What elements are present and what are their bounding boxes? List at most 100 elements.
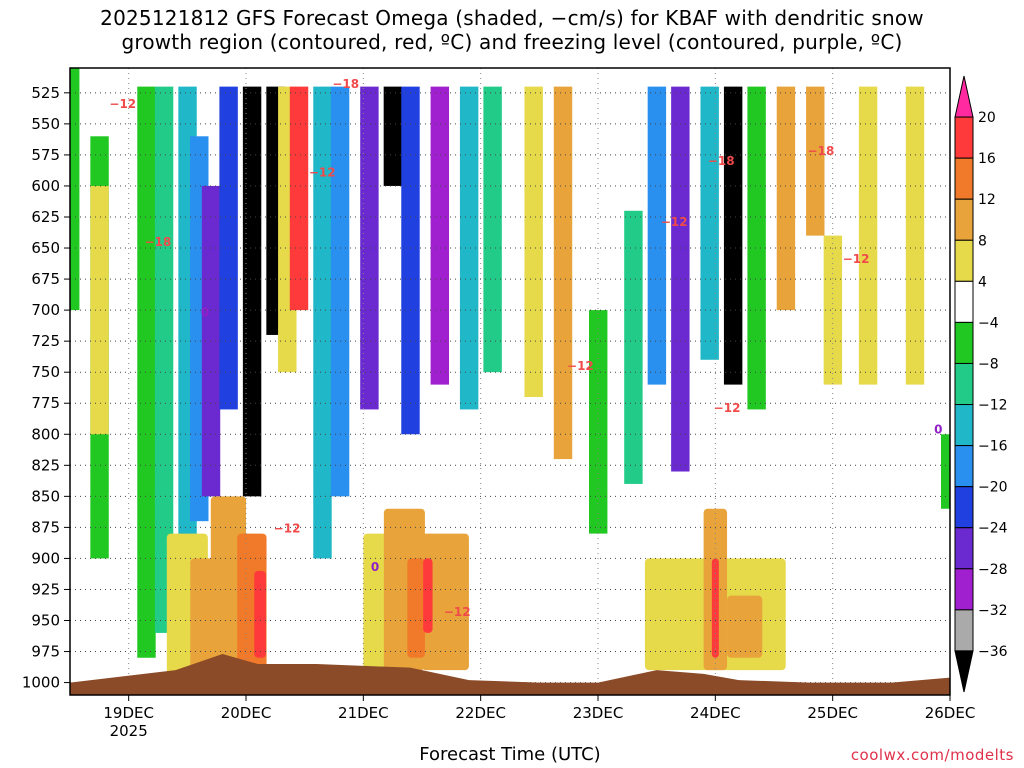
colorbar-top-arrow <box>954 75 974 118</box>
omega-band-9 <box>242 86 262 497</box>
omega-band-30 <box>776 86 796 311</box>
chart-title-line2: growth region (contoured, red, ºC) and f… <box>121 30 903 54</box>
colorbar-bin-1 <box>954 116 974 159</box>
colorbar-bin-8 <box>954 404 974 447</box>
y-tick-label-0: 525 <box>31 84 60 102</box>
omega-band-0 <box>70 68 80 311</box>
omega-band-28 <box>723 86 743 385</box>
colorbar-bin-7 <box>954 362 974 406</box>
purple-contour-label-0: 0 <box>201 306 209 320</box>
colorbar-bin-2 <box>954 157 974 200</box>
credit-link[interactable]: coolwx.com/modelts <box>850 746 1014 764</box>
colorbar: 20 16 12 8 4 −4 −8 −12 −16 −20 −24 −28 −32 −36 <box>954 75 1008 693</box>
omega-band-2 <box>90 185 109 435</box>
omega-band-22 <box>553 86 573 460</box>
omega-blob-8 <box>407 558 425 658</box>
y-tick-label-9: 750 <box>31 363 60 381</box>
colorbar-bin-3 <box>954 198 974 241</box>
red-contour-label-1: −18 <box>145 235 172 249</box>
chart-title-line1: 2025121812 GFS Forecast Omega (shaded, −… <box>100 6 924 30</box>
y-tick-label-4: 625 <box>31 208 60 226</box>
red-contour-label-8: −18 <box>708 154 735 168</box>
omega-blob-13 <box>727 595 763 658</box>
omega-blob-7 <box>422 533 469 671</box>
omega-band-23 <box>589 310 608 534</box>
x-tick-label-5: 24DEC <box>690 704 741 722</box>
colorbar-label-1: 16 <box>978 151 996 167</box>
colorbar-label-0: 20 <box>978 110 996 126</box>
colorbar-bin-4 <box>954 239 974 282</box>
x-tick-label-1: 20DEC <box>221 704 272 722</box>
red-contour-label-7: −12 <box>661 215 688 229</box>
terrain <box>70 654 950 695</box>
omega-band-20 <box>483 86 502 373</box>
y-tick-label-1: 550 <box>31 115 60 133</box>
red-contour-label-10: −18 <box>808 144 835 158</box>
y-tick-label-14: 875 <box>31 518 60 536</box>
colorbar-label-13: −36 <box>978 644 1008 660</box>
colorbar-label-6: −8 <box>978 356 999 372</box>
y-tick-label-19: 1000 <box>22 674 60 692</box>
chart-title: 2025121812 GFS Forecast Omega (shaded, −… <box>0 6 1024 54</box>
omega-band-34 <box>905 86 925 385</box>
y-tick-label-6: 675 <box>31 270 60 288</box>
red-contour-label-6: −12 <box>567 359 594 373</box>
omega-band-33 <box>858 86 878 385</box>
red-contour-label-2: −12 <box>274 522 301 536</box>
y-tick-label-10: 775 <box>31 394 60 412</box>
plot-frame <box>69 67 951 696</box>
colorbar-bin-5 <box>954 280 974 323</box>
y-axis: 525 550 575 600 625 650 675 700 725 750 775 800 825 8… <box>22 84 70 692</box>
omega-band-7 <box>201 185 221 497</box>
red-contour-label-4: −18 <box>332 77 359 91</box>
omega-band-27 <box>700 86 719 360</box>
colorbar-label-9: −20 <box>978 480 1008 496</box>
omega-band-16 <box>383 86 403 186</box>
colorbar-label-11: −28 <box>978 562 1008 578</box>
purple-contour-label-2: 0 <box>934 422 942 436</box>
y-tick-label-15: 900 <box>31 549 60 567</box>
omega-band-17 <box>401 86 420 435</box>
red-contour-label-0: −12 <box>109 97 136 111</box>
colorbar-label-8: −16 <box>978 439 1008 455</box>
colorbar-label-4: 4 <box>978 274 987 290</box>
y-tick-label-13: 850 <box>31 487 60 505</box>
purple-contour-label-1: 0 <box>371 560 379 574</box>
y-tick-label-12: 825 <box>31 456 60 474</box>
omega-band-3 <box>137 86 156 658</box>
colorbar-bin-6 <box>954 321 974 364</box>
omega-band-31 <box>806 86 825 236</box>
y-tick-label-3: 600 <box>31 177 60 195</box>
y-tick-label-18: 975 <box>31 643 60 661</box>
colorbar-label-2: 12 <box>978 192 996 208</box>
red-contour-label-3: −12 <box>309 165 336 179</box>
red-contour-label-5: −12 <box>444 605 471 619</box>
omega-band-12 <box>289 86 309 311</box>
colorbar-bin-12 <box>954 568 974 611</box>
y-tick-label-16: 925 <box>31 580 60 598</box>
omega-band-13 <box>313 86 332 559</box>
colorbar-bin-10 <box>954 486 974 529</box>
omega-band-32 <box>823 235 843 385</box>
y-tick-label-7: 700 <box>31 301 60 319</box>
omega-blob-4 <box>254 570 266 658</box>
red-contour-label-9: −12 <box>714 401 741 415</box>
y-tick-label-8: 725 <box>31 332 60 350</box>
omega-band-21 <box>524 86 543 398</box>
omega-band-18 <box>430 86 450 385</box>
colorbar-bin-9 <box>954 445 974 488</box>
colorbar-bin-13 <box>954 609 974 652</box>
colorbar-bin-11 <box>954 527 974 570</box>
omega-band-14 <box>330 86 350 497</box>
x-tick-label-2: 21DEC <box>338 704 389 722</box>
colorbar-label-5: −4 <box>978 315 999 331</box>
omega-band-25 <box>647 86 667 385</box>
omega-band-15 <box>360 86 379 410</box>
terrain-fill <box>70 654 950 695</box>
omega-band-4 <box>154 86 174 633</box>
x-axis-label: Forecast Time (UTC) <box>419 744 601 765</box>
contours: −12 −18 −12 −12 −18 −12 −12 −12 −18 −12 −18 −12 0 0 0 <box>109 77 942 619</box>
colorbar-label-7: −12 <box>978 398 1008 414</box>
